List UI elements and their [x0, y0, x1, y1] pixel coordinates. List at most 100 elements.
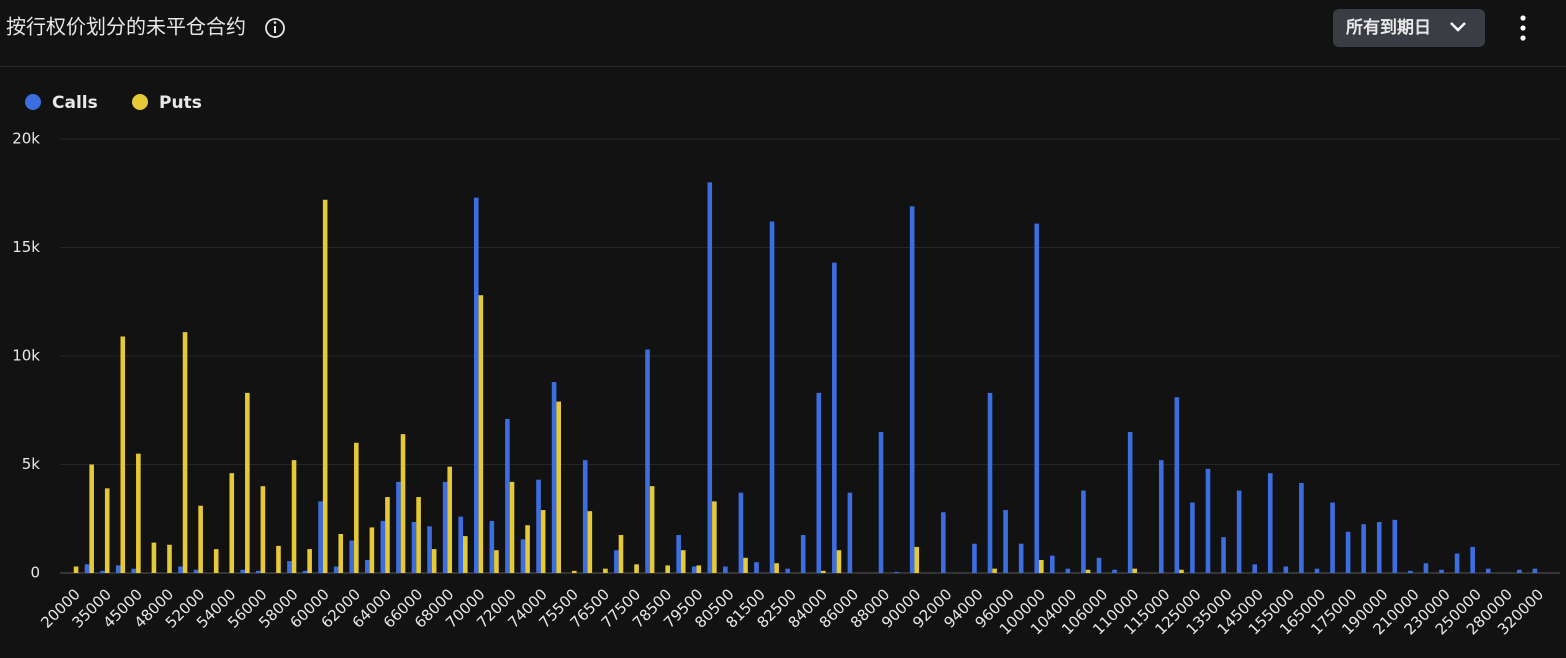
bar: [1361, 524, 1366, 573]
bar: [396, 481, 401, 573]
bar: [193, 569, 199, 573]
bar: [987, 392, 993, 573]
bar: [489, 520, 495, 573]
bar: [478, 295, 484, 573]
bar: [442, 481, 448, 573]
bar: [1392, 519, 1398, 573]
bar: [738, 492, 744, 573]
menu-dot: [1520, 25, 1526, 31]
bar: [1423, 563, 1429, 573]
bar: [151, 542, 157, 573]
bar: [1205, 468, 1211, 573]
info-circle: [265, 18, 285, 38]
info-icon[interactable]: [265, 18, 285, 38]
bar: [1267, 473, 1273, 573]
bar: [1485, 568, 1491, 573]
bar: [115, 565, 121, 573]
bar: [556, 401, 562, 573]
legend-label: Calls: [52, 93, 98, 113]
bar: [665, 565, 670, 573]
bar: [136, 453, 141, 573]
legend-swatch: [25, 94, 41, 110]
bar: [769, 221, 775, 573]
bar: [462, 536, 468, 573]
bar: [743, 557, 748, 573]
bar: [73, 566, 79, 573]
bar: [941, 512, 946, 573]
legend-swatch: [132, 94, 148, 110]
y-tick-label: 10k: [12, 347, 40, 365]
bar: [847, 492, 853, 573]
bar: [1236, 490, 1242, 573]
bar: [634, 564, 639, 573]
bar: [1252, 564, 1257, 573]
bar: [1003, 510, 1008, 573]
bar: [260, 486, 266, 573]
bar: [587, 511, 593, 573]
bar: [1096, 557, 1102, 573]
bar: [676, 535, 681, 573]
bar: [318, 501, 323, 573]
bar: [603, 568, 608, 573]
bar: [618, 535, 624, 573]
bar: [245, 392, 250, 573]
bar: [649, 486, 655, 573]
bar: [198, 505, 203, 573]
bar: [509, 481, 515, 573]
bar: [909, 206, 915, 573]
bar: [696, 565, 702, 573]
bar: [1065, 568, 1071, 573]
bar: [1179, 569, 1184, 573]
bar: [431, 549, 437, 573]
bar: [1221, 537, 1226, 573]
y-tick-label: 15k: [12, 238, 40, 256]
bar: [1127, 431, 1133, 573]
bar: [89, 464, 94, 573]
bar: [691, 566, 697, 573]
bar: [1034, 223, 1040, 573]
expiry-dropdown[interactable]: 所有到期日: [1333, 9, 1485, 47]
menu-dot: [1520, 15, 1526, 21]
bar: [385, 497, 390, 573]
bar: [821, 570, 826, 573]
bar: [836, 550, 842, 573]
dropdown-label: 所有到期日: [1346, 17, 1431, 38]
bar: [1049, 555, 1055, 573]
bar: [131, 568, 137, 573]
bar: [992, 568, 997, 573]
bar: [1439, 569, 1444, 573]
bar: [972, 543, 977, 573]
bar: [525, 525, 530, 573]
bar: [494, 550, 499, 573]
bar: [536, 479, 541, 573]
bar: [505, 418, 510, 573]
bar: [167, 544, 172, 573]
bar: [1408, 570, 1413, 573]
dropdown-chevron: [1450, 22, 1466, 32]
bar: [380, 520, 386, 573]
bar: [1112, 569, 1117, 573]
bar: [1158, 460, 1164, 573]
bar: [416, 497, 421, 573]
legend-label: Puts: [159, 93, 202, 113]
bar: [182, 332, 188, 573]
bar: [333, 566, 339, 573]
bar: [120, 336, 126, 573]
more-menu[interactable]: [1520, 15, 1526, 41]
info-stem: [274, 26, 276, 33]
bar: [614, 550, 619, 573]
bar: [707, 182, 713, 573]
bar: [213, 549, 219, 573]
bar: [582, 460, 588, 573]
bar: [354, 442, 359, 573]
bar: [229, 473, 235, 573]
bar: [816, 392, 822, 573]
bar: [427, 526, 432, 573]
y-tick-label: 5k: [22, 455, 41, 473]
bar: [1190, 502, 1195, 573]
bar: [307, 549, 312, 573]
bar: [104, 488, 110, 573]
bar: [712, 501, 717, 573]
